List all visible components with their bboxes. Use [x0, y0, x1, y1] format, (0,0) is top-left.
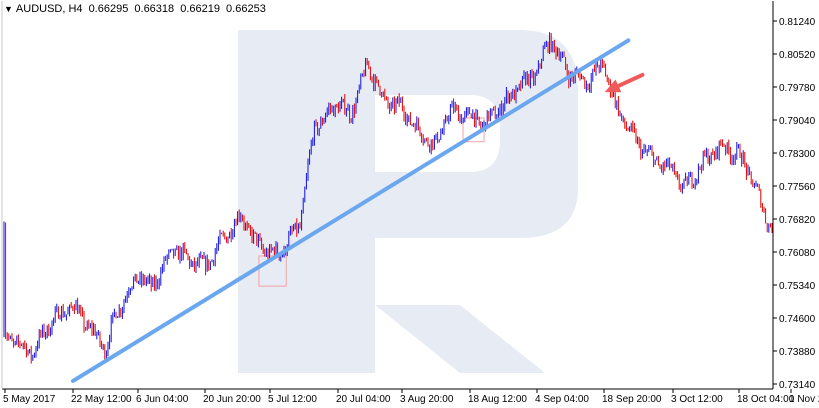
y-tick-label: 0.79040 [779, 116, 816, 127]
x-tick-label: 3 Aug 20:00 [400, 394, 454, 405]
y-tick-label: 0.77560 [779, 182, 816, 193]
open-value: 0.66295 [88, 3, 129, 15]
y-tick-label: 0.73880 [779, 347, 816, 358]
y-tick-label: 0.78300 [779, 149, 816, 160]
trendline [71, 38, 631, 383]
y-tick-label: 0.74600 [779, 314, 816, 325]
highlight-box-1 [258, 255, 287, 287]
y-tick-label: 0.76080 [779, 248, 816, 259]
x-tick-label: 22 May 12:00 [71, 394, 132, 405]
y-tick-label: 0.80520 [779, 50, 816, 61]
dropdown-triangle-icon[interactable]: ▼ [4, 4, 13, 14]
y-tick-label: 0.75340 [779, 281, 816, 292]
x-tick-label: 4 Sep 04:00 [535, 394, 589, 405]
timeframe-label: H4 [68, 3, 83, 15]
arrow-shaft [616, 72, 645, 88]
x-tick-label: 18 Oct 04:00 [737, 394, 795, 405]
y-tick-label: 0.79780 [779, 83, 816, 94]
y-tick-label: 0.81240 [779, 17, 816, 28]
x-tick-label: 1 Nov 20:00 [789, 394, 819, 405]
chart-header: ▼ AUDUSD, H4 0.66295 0.66318 0.66219 0.662… [4, 3, 266, 15]
x-tick-label: 3 Oct 12:00 [671, 394, 723, 405]
symbol-label: AUDUSD [15, 3, 63, 15]
x-tick-label: 5 Jul 12:00 [268, 394, 317, 405]
price-bars [3, 32, 773, 364]
arrow-head [604, 79, 622, 93]
y-tick-label: 0.76820 [779, 215, 816, 226]
low-value: 0.66219 [180, 3, 220, 15]
x-tick-label: 18 Aug 12:00 [468, 394, 527, 405]
x-tick-label: 6 Jun 04:00 [136, 394, 189, 405]
trendline-layer [71, 38, 631, 383]
watermark-logo [238, 30, 578, 373]
arrow-layer [604, 72, 645, 93]
watermark-foot [375, 305, 545, 373]
high-value: 0.66318 [134, 3, 175, 15]
x-tick-label: 18 Sep 20:00 [602, 394, 662, 405]
x-tick-label: 20 Jul 04:00 [336, 394, 391, 405]
y-tick-label: 0.73140 [779, 380, 816, 391]
close-value: 0.66253 [226, 3, 266, 15]
x-tick-label: 5 May 2017 [3, 394, 56, 405]
x-tick-label: 20 Jun 20:00 [203, 394, 261, 405]
watermark-shape [238, 30, 578, 373]
